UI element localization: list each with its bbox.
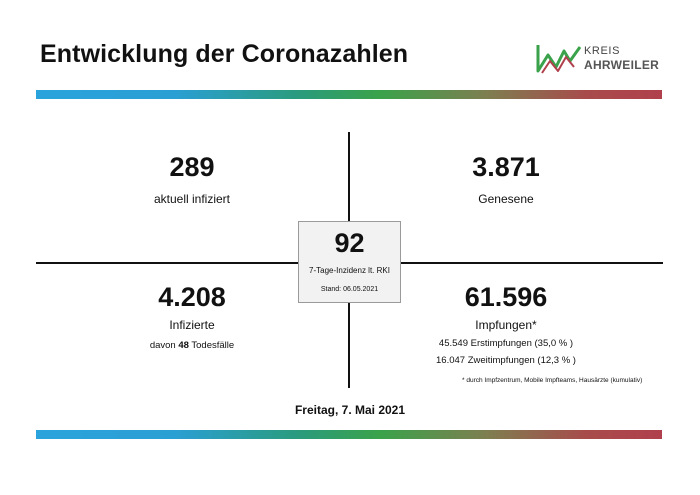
logo-text-ahrweiler: AHRWEILER	[584, 58, 660, 72]
incidence-label: 7-Tage-Inzidenz lt. RKI	[309, 266, 390, 275]
deaths-prefix: davon	[149, 340, 179, 351]
vaccinations-label: Impfungen*	[475, 318, 537, 332]
incidence-box: 92 7-Tage-Inzidenz lt. RKI Stand: 06.05.…	[298, 221, 401, 303]
incidence-value: 92	[334, 228, 365, 258]
deaths-line: davon 48 Todesfälle	[92, 340, 292, 351]
recovered-value: 3.871	[472, 152, 540, 182]
vaccinations-value: 61.596	[464, 282, 548, 312]
kreis-ahrweiler-logo: KREIS AHRWEILER	[536, 41, 666, 75]
logo-mark-icon	[536, 45, 582, 74]
recovered-label: Genesene	[478, 192, 534, 206]
infected-current-value: 289	[169, 152, 215, 182]
top-gradient-bar	[36, 90, 662, 99]
second-vaccinations: 16.047 Zweitimpfungen (12,3 % )	[436, 355, 576, 366]
vaccinations-footnote: * durch Impfzentrum, Mobile Impfteams, H…	[462, 377, 643, 384]
bottom-gradient-bar	[36, 430, 662, 439]
page-title: Entwicklung der Coronazahlen	[40, 40, 409, 68]
deaths-count: 48	[178, 340, 189, 351]
deaths-suffix: Todesfälle	[188, 340, 235, 351]
report-date: Freitag, 7. Mai 2021	[294, 403, 406, 417]
infected-total-value: 4.208	[158, 282, 226, 312]
infected-total-label: Infizierte	[169, 318, 215, 332]
infected-current-label: aktuell infiziert	[153, 192, 231, 206]
first-vaccinations: 45.549 Erstimpfungen (35,0 % )	[438, 338, 574, 349]
logo-text-kreis: KREIS	[584, 45, 621, 57]
incidence-stand: Stand: 06.05.2021	[320, 286, 379, 293]
